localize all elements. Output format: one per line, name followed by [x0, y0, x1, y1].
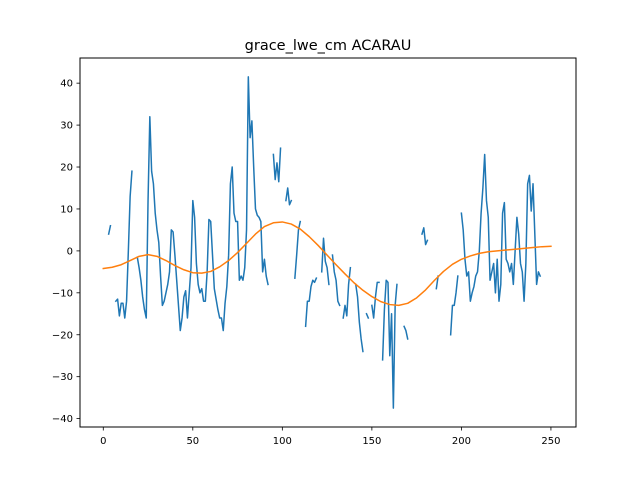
series-1-line-segment-20	[460, 153, 542, 302]
y-tick-label: −10	[52, 288, 73, 299]
x-tick-label: 150	[362, 436, 381, 447]
y-tick-label: 20	[60, 163, 73, 174]
series-1-line-segment-6	[294, 220, 302, 279]
series-1-line-segment-1	[107, 224, 112, 236]
series-1-line-segment-3	[136, 76, 269, 332]
series-1-line-segment-5	[285, 187, 293, 206]
x-tick-label: 100	[273, 436, 292, 447]
chart-title: grace_lwe_cm ACARAU	[245, 38, 412, 54]
series-1-line-segment-15	[403, 325, 409, 340]
series-1-line-segment-11	[354, 283, 364, 353]
x-tick-label: 50	[186, 436, 199, 447]
plot-frame	[79, 57, 577, 428]
series-1-line-segment-16	[421, 227, 429, 246]
x-tick-label: 200	[452, 436, 471, 447]
series-1-line-segment-13	[371, 281, 380, 319]
series-1-line-segment-19	[449, 275, 459, 336]
series-1-line-segment-12	[365, 312, 370, 319]
series-1-line-segment-4	[272, 147, 282, 183]
y-tick-label: 40	[60, 79, 73, 90]
x-tick-label: 0	[100, 436, 106, 447]
series-1-line-segment-7	[304, 277, 318, 328]
y-tick-label: −40	[52, 414, 73, 425]
y-tick-label: −20	[52, 330, 73, 341]
series-layer	[102, 76, 552, 409]
series-2-line-segment-1	[102, 221, 552, 307]
y-tick-label: 10	[60, 204, 73, 215]
x-tick-label: 250	[541, 436, 560, 447]
series-1-line-segment-14	[381, 279, 398, 409]
y-tick-label: −30	[52, 372, 73, 383]
axes-layer: 0 50 100 150 200 250 −40 −30 −20 −10 0 10 20 30 40	[52, 79, 561, 447]
y-tick-label: 0	[67, 246, 73, 257]
series-1-line-segment-2	[114, 170, 133, 319]
series-1-line-segment-17	[435, 275, 439, 290]
y-tick-label: 30	[60, 121, 73, 132]
series-1-line-segment-9	[331, 254, 341, 307]
